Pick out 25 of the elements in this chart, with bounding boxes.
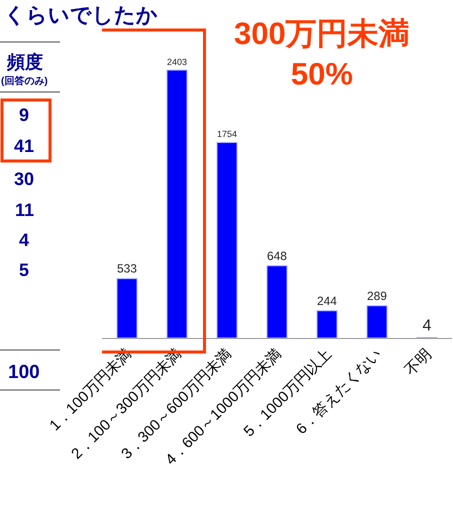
- data-label: 648: [267, 248, 288, 263]
- text: 41: [14, 136, 34, 156]
- annotation: 300万円未満 50%: [234, 16, 410, 92]
- bar: [216, 142, 238, 338]
- data-label: 1754: [217, 129, 237, 140]
- data-label: 4: [422, 318, 432, 335]
- data-label: 244: [317, 294, 338, 308]
- bar: [266, 265, 288, 338]
- data-label: 289: [367, 288, 388, 303]
- x-tick-label: 不明: [402, 346, 436, 379]
- bar: [116, 278, 138, 338]
- text: 30: [14, 169, 34, 189]
- text: 5: [19, 260, 30, 280]
- text: 9: [19, 105, 30, 125]
- text: 4: [19, 230, 30, 250]
- text: くらいでしたか: [4, 4, 158, 27]
- text: 100: [8, 362, 40, 383]
- data-label: 533: [117, 262, 138, 276]
- data-label: 2403: [167, 56, 187, 67]
- bar: [316, 310, 338, 338]
- text: 頻度: [6, 52, 43, 72]
- bar: [166, 70, 188, 338]
- text: 11: [15, 200, 34, 220]
- bar: [366, 305, 388, 338]
- text: (回答のみ): [1, 75, 48, 87]
